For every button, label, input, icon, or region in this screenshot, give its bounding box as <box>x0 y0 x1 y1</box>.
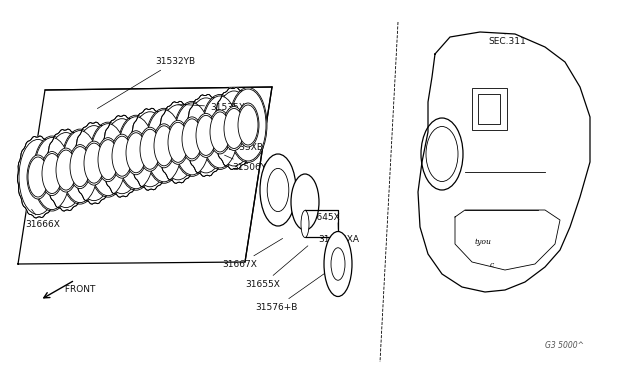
Text: G3 5000^: G3 5000^ <box>545 341 584 350</box>
Ellipse shape <box>56 150 76 190</box>
Ellipse shape <box>421 118 463 190</box>
Ellipse shape <box>139 127 161 171</box>
Ellipse shape <box>111 134 133 178</box>
Ellipse shape <box>34 138 70 209</box>
Text: 31645X: 31645X <box>305 206 340 222</box>
Ellipse shape <box>181 117 203 161</box>
Ellipse shape <box>89 122 127 197</box>
Text: 31535XB: 31535XB <box>212 138 263 152</box>
Ellipse shape <box>42 154 62 193</box>
Text: 31667X: 31667X <box>222 238 283 269</box>
Ellipse shape <box>238 105 258 145</box>
Polygon shape <box>186 94 227 176</box>
Ellipse shape <box>209 110 231 154</box>
Ellipse shape <box>145 108 183 183</box>
Text: 31535XB: 31535XB <box>178 103 251 112</box>
Text: 31655XA: 31655XA <box>318 223 359 244</box>
Ellipse shape <box>291 174 319 230</box>
Ellipse shape <box>126 133 146 173</box>
Ellipse shape <box>324 231 352 296</box>
Ellipse shape <box>230 89 266 161</box>
Ellipse shape <box>201 94 239 169</box>
Ellipse shape <box>90 124 126 196</box>
Ellipse shape <box>117 115 155 190</box>
Ellipse shape <box>75 126 113 201</box>
Ellipse shape <box>83 141 105 185</box>
Ellipse shape <box>140 129 160 169</box>
Ellipse shape <box>55 148 77 192</box>
Ellipse shape <box>125 131 147 175</box>
Ellipse shape <box>229 87 267 163</box>
Text: 31667XA: 31667XA <box>201 121 251 132</box>
Ellipse shape <box>19 140 57 215</box>
Ellipse shape <box>27 155 49 199</box>
Ellipse shape <box>41 151 63 196</box>
Ellipse shape <box>426 126 458 182</box>
Ellipse shape <box>131 112 169 187</box>
Ellipse shape <box>69 145 91 189</box>
Ellipse shape <box>331 248 345 280</box>
Text: 31666X: 31666X <box>25 209 60 229</box>
Ellipse shape <box>118 117 154 189</box>
Polygon shape <box>17 136 59 218</box>
Text: 31576+B: 31576+B <box>255 266 336 312</box>
Ellipse shape <box>84 143 104 183</box>
Polygon shape <box>45 129 86 211</box>
Polygon shape <box>157 101 198 183</box>
Text: 31506YC: 31506YC <box>225 155 272 172</box>
Ellipse shape <box>187 98 225 173</box>
Polygon shape <box>74 122 115 204</box>
Ellipse shape <box>103 119 141 194</box>
Ellipse shape <box>168 122 188 162</box>
Ellipse shape <box>260 154 296 226</box>
Ellipse shape <box>202 96 238 168</box>
Ellipse shape <box>153 124 175 168</box>
Ellipse shape <box>301 211 309 237</box>
Ellipse shape <box>167 120 189 164</box>
Polygon shape <box>101 115 143 197</box>
Ellipse shape <box>224 109 244 148</box>
Ellipse shape <box>98 140 118 180</box>
Ellipse shape <box>215 91 253 166</box>
Ellipse shape <box>146 110 182 182</box>
Ellipse shape <box>159 105 197 180</box>
Ellipse shape <box>33 136 71 211</box>
Polygon shape <box>129 108 171 190</box>
Text: c: c <box>490 261 494 269</box>
FancyBboxPatch shape <box>478 94 500 124</box>
Ellipse shape <box>47 132 85 208</box>
Text: 31655X: 31655X <box>245 246 308 289</box>
Ellipse shape <box>223 106 245 150</box>
Ellipse shape <box>28 157 48 197</box>
Ellipse shape <box>267 169 289 212</box>
Ellipse shape <box>237 103 259 147</box>
Ellipse shape <box>70 147 90 187</box>
Ellipse shape <box>62 131 98 203</box>
Ellipse shape <box>97 138 119 182</box>
FancyBboxPatch shape <box>472 88 507 130</box>
Text: 31576+C: 31576+C <box>275 184 317 202</box>
Text: 31532YB: 31532YB <box>97 57 195 109</box>
Polygon shape <box>213 87 255 170</box>
Text: tyou: tyou <box>475 238 492 246</box>
Ellipse shape <box>173 101 211 176</box>
Ellipse shape <box>154 126 174 166</box>
Text: SEC.311: SEC.311 <box>488 34 525 46</box>
Ellipse shape <box>112 136 132 176</box>
Text: FRONT: FRONT <box>62 285 95 295</box>
Ellipse shape <box>61 129 99 204</box>
Ellipse shape <box>210 112 230 152</box>
Ellipse shape <box>196 115 216 155</box>
Ellipse shape <box>182 119 202 159</box>
Ellipse shape <box>195 113 217 157</box>
Ellipse shape <box>174 103 210 175</box>
